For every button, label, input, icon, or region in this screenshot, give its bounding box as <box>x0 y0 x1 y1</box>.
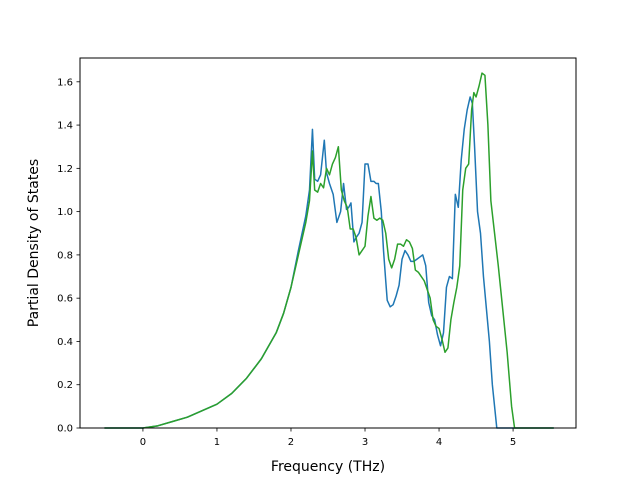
y-tick-label: 0.0 <box>57 424 73 435</box>
y-tick-label: 1.4 <box>57 121 73 132</box>
x-tick-label: 1 <box>214 437 220 448</box>
x-tick-label: 5 <box>510 437 516 448</box>
y-tick-label: 0.2 <box>57 380 73 391</box>
y-tick-label: 1.6 <box>57 77 73 88</box>
x-tick-label: 3 <box>362 437 368 448</box>
x-axis-label: Frequency (THz) <box>271 459 385 475</box>
x-tick-label: 2 <box>288 437 294 448</box>
series-line-2 <box>104 72 554 429</box>
y-tick-label: 0.4 <box>57 337 73 348</box>
y-tick-label: 0.6 <box>57 294 73 305</box>
ticks-layer: 0 1 2 3 4 5 0.0 0.2 0.4 0.6 0.8 1.0 1.2 1.4 1.6 <box>57 77 516 448</box>
x-tick-label: 0 <box>140 437 146 448</box>
series-line-1 <box>104 96 554 429</box>
y-axis-label: Partial Density of States <box>26 159 42 327</box>
y-tick-label: 1.2 <box>57 164 73 175</box>
y-tick-label: 0.8 <box>57 250 73 261</box>
y-tick-label: 1.0 <box>57 207 73 218</box>
plot-frame <box>79 57 577 429</box>
x-tick-label: 4 <box>436 437 442 448</box>
series-layer <box>104 72 554 429</box>
